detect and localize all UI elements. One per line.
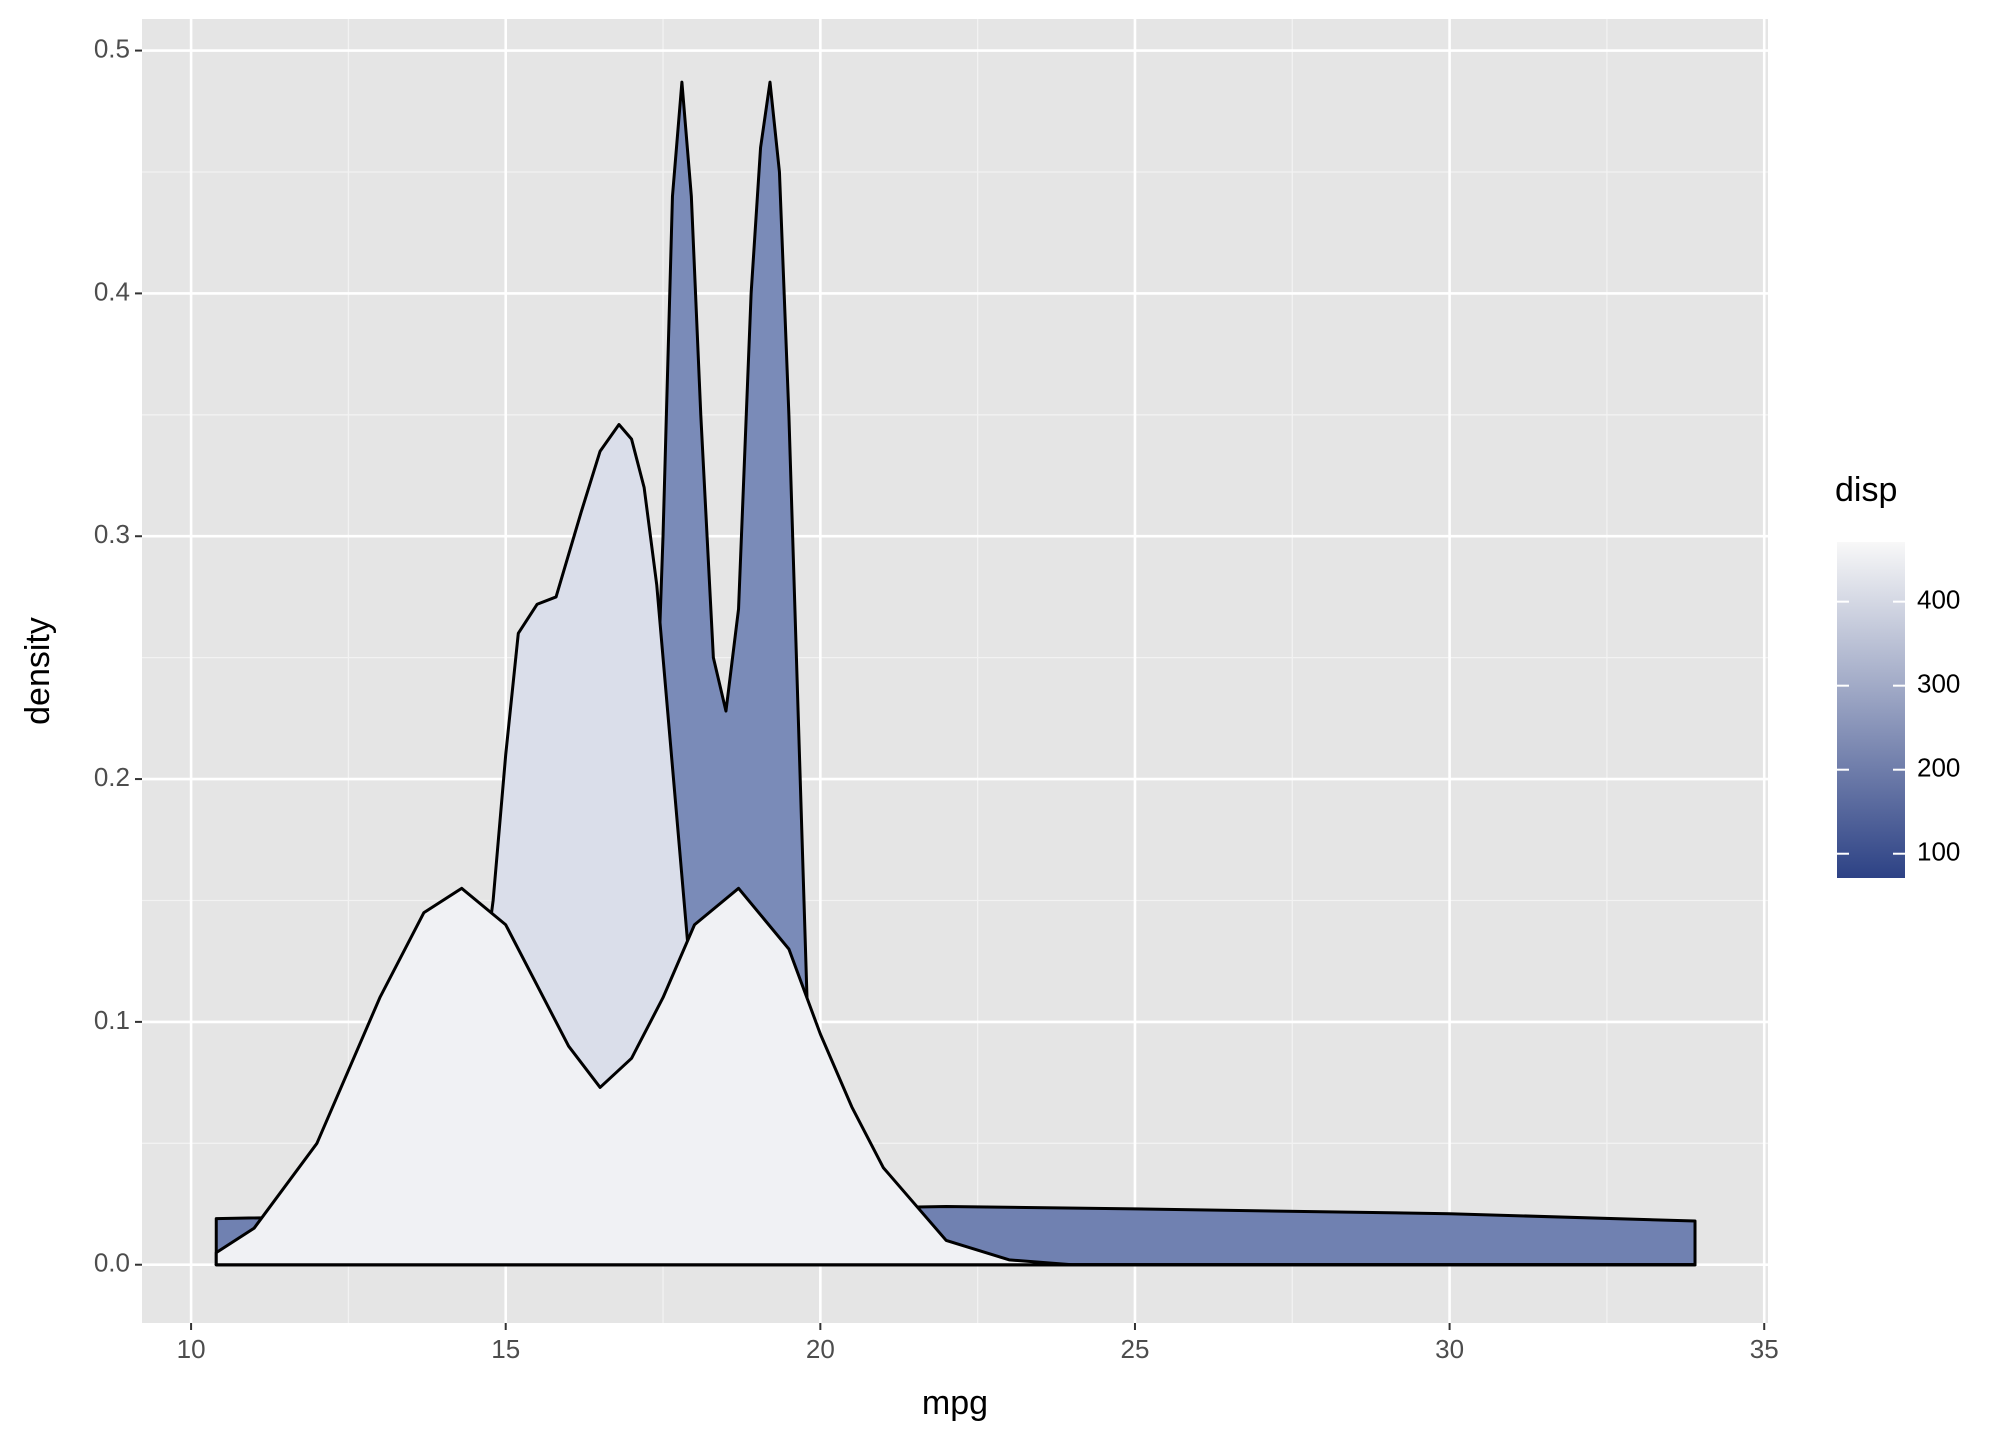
y-axis-title: density xyxy=(19,617,57,725)
x-tick-label: 35 xyxy=(1750,1334,1779,1364)
x-tick-label: 30 xyxy=(1435,1334,1464,1364)
colorbar-label: 100 xyxy=(1917,837,1960,867)
x-tick-label: 25 xyxy=(1121,1334,1150,1364)
colorbar-label: 200 xyxy=(1917,753,1960,783)
x-tick-label: 15 xyxy=(491,1334,520,1364)
x-tick-label: 10 xyxy=(177,1334,206,1364)
colorbar xyxy=(1837,542,1905,878)
colorbar-label: 400 xyxy=(1917,585,1960,615)
y-tick-label: 0.1 xyxy=(94,1005,130,1035)
colorbar-label: 300 xyxy=(1917,669,1960,699)
x-tick-label: 20 xyxy=(806,1334,835,1364)
legend-title: disp xyxy=(1835,471,1897,509)
x-axis-title: mpg xyxy=(922,1384,988,1422)
y-tick-label: 0.5 xyxy=(94,33,130,63)
density-area xyxy=(214,886,1697,1267)
y-tick-label: 0.2 xyxy=(94,762,130,792)
y-tick-label: 0.4 xyxy=(94,276,130,306)
y-tick-label: 0.0 xyxy=(94,1248,130,1278)
y-tick-label: 0.3 xyxy=(94,519,130,549)
